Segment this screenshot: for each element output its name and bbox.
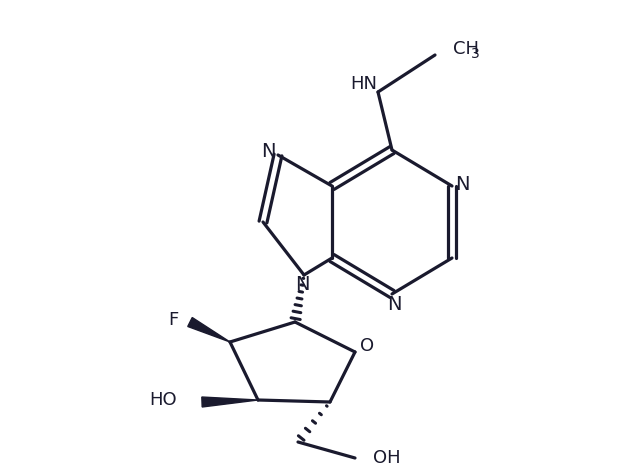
Text: HN: HN — [351, 75, 378, 93]
Text: CH: CH — [453, 40, 479, 58]
Text: O: O — [360, 337, 374, 355]
Text: N: N — [455, 174, 469, 194]
Polygon shape — [188, 318, 230, 342]
Text: N: N — [260, 141, 275, 160]
Text: 3: 3 — [471, 47, 480, 61]
Text: F: F — [168, 311, 178, 329]
Text: HO: HO — [149, 391, 177, 409]
Text: N: N — [295, 275, 309, 295]
Text: N: N — [387, 295, 401, 313]
Text: OH: OH — [373, 449, 401, 467]
Polygon shape — [202, 397, 258, 407]
